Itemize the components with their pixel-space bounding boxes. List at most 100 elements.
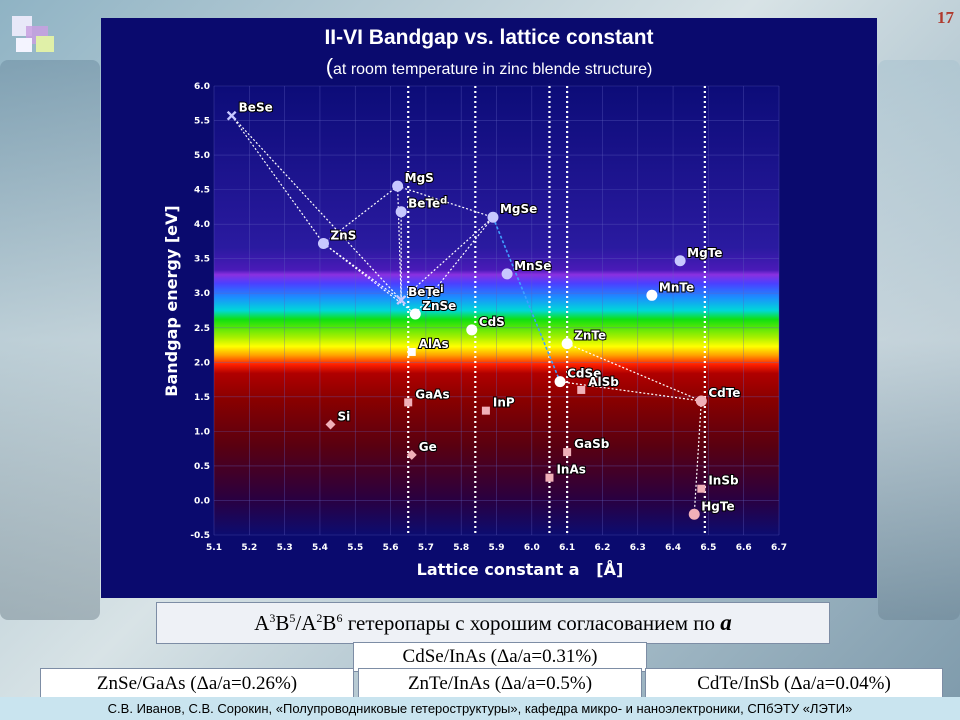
point-ge [406,449,417,460]
pair-znse-gaas: ZnSe/GaAs (Δa/a=0.26%) [40,668,354,700]
x-tick-label: 5.3 [277,543,293,553]
point-bete-i [396,295,407,305]
y-tick-label: 4.5 [194,186,210,196]
point-gaas [404,398,413,407]
caption-part: B [275,611,290,635]
x-tick-label: 6.3 [630,543,646,553]
connection-line [414,216,494,315]
pair-znte-inas: ZnTe/InAs (Δa/a=0.5%) [358,668,642,700]
point-insb [697,484,706,493]
point-label: ZnS [330,228,356,242]
slide-number: 17 [937,8,954,27]
point-alsb [577,385,586,394]
point-cdse [554,376,566,388]
x-tick-label: 5.4 [312,543,328,553]
point-label: ZnTe [574,329,606,343]
y-axis-label: Bandgap energy [eV] [162,205,181,396]
y-tick-label: 1.5 [194,393,210,403]
y-tick-label: 6.0 [194,82,210,92]
point-label: CdSe [567,367,601,381]
point-label: MnTe [659,280,694,294]
point-label: ZnSe [422,299,456,313]
caption-sup: 3 [269,611,276,625]
point-label: GaSb [574,437,610,451]
point-bete-d [395,206,407,218]
point-label: BeSe [239,101,273,115]
x-tick-label: 6.7 [771,543,787,553]
point-label: BeTei [408,284,443,299]
background-photo-region [0,60,100,620]
chart-subtitle: (at room temperature in zinc blende stru… [325,54,653,79]
point-label: CdS [479,315,505,329]
point-label: AlSb [588,375,619,389]
point-label: CdTe [708,386,740,400]
point-mgs [392,180,404,192]
point-mgte [674,255,686,267]
point-cdte [695,395,707,407]
point-label: MgSe [500,202,537,216]
point-label: HgTe [701,499,734,513]
connection-line [693,400,702,515]
x-tick-label: 6.1 [559,543,575,553]
point-label: MgS [405,171,434,185]
x-tick-label: 5.8 [453,543,469,553]
y-tick-label: 0.5 [194,462,210,472]
point-cds [466,324,478,336]
point-label-superscript: i [440,284,443,295]
x-tick-label: 5.6 [383,543,399,553]
point-label: InSb [708,474,739,488]
point-znse [409,308,421,320]
connection-line [231,115,402,301]
chart-panel: BeSe MgS BeTed MgSe ZnS MnSe MgTe MnTe BeTei ZnSe… [101,18,877,598]
connection-line [400,216,494,301]
y-tick-label: -0.5 [190,531,210,541]
x-tick-label: 5.9 [489,543,505,553]
point-label: AlAs [419,337,449,351]
point-mgse [487,211,499,223]
point-mnse [501,268,513,280]
pair-cdte-insb: CdTe/InSb (Δa/a=0.04%) [645,668,943,700]
y-tick-label: 3.5 [194,255,210,265]
point-label: MnSe [514,259,551,273]
x-tick-label: 5.5 [347,543,363,553]
point-label: Si [338,409,351,423]
point-inp [481,406,490,415]
y-tick-label: 5.5 [194,117,210,127]
x-tick-label: 5.1 [206,543,222,553]
x-tick-label: 5.7 [418,543,434,553]
y-tick-label: 0.0 [194,496,210,506]
x-tick-label: 5.2 [241,543,257,553]
point-alas [407,347,416,356]
background-photo-region [878,60,960,620]
caption-part: /A [295,611,317,635]
connection-line [397,185,494,218]
point-label-superscript: d [440,196,447,207]
point-mnte [646,289,658,301]
bandgap-chart: BeSe MgS BeTed MgSe ZnS MnSe MgTe MnTe BeTeiZnSe… [162,82,787,579]
y-tick-label: 2.5 [194,324,210,334]
point-zns [317,237,329,249]
caption-sup: 5 [289,611,296,625]
point-label: InP [493,396,515,410]
point-hgte [688,508,700,520]
y-tick-label: 4.0 [194,220,210,230]
x-tick-label: 6.4 [665,543,681,553]
x-tick-label: 6.2 [594,543,610,553]
caption-part: гетеропары с хорошим согласованием по [342,611,721,635]
x-tick-label: 6.5 [700,543,716,553]
chart-title: II-VI Bandgap vs. lattice constant [324,26,654,49]
point-bese [226,110,237,121]
connection-line-blue [492,216,561,382]
caption-sup: 2 [316,611,323,625]
y-tick-label: 1.0 [194,427,210,437]
point-znte [561,338,573,350]
x-axis-label: Lattice constant a [Å] [417,560,624,579]
point-label: Ge [419,440,437,454]
connection-line [397,186,402,301]
y-tick-label: 2.0 [194,358,210,368]
caption-sup: 6 [336,611,343,625]
caption-part: B [322,611,337,635]
footer-credits: С.В. Иванов, С.В. Сорокин, «Полупроводни… [0,697,960,720]
point-label: InAs [556,463,585,477]
point-si [325,419,336,430]
